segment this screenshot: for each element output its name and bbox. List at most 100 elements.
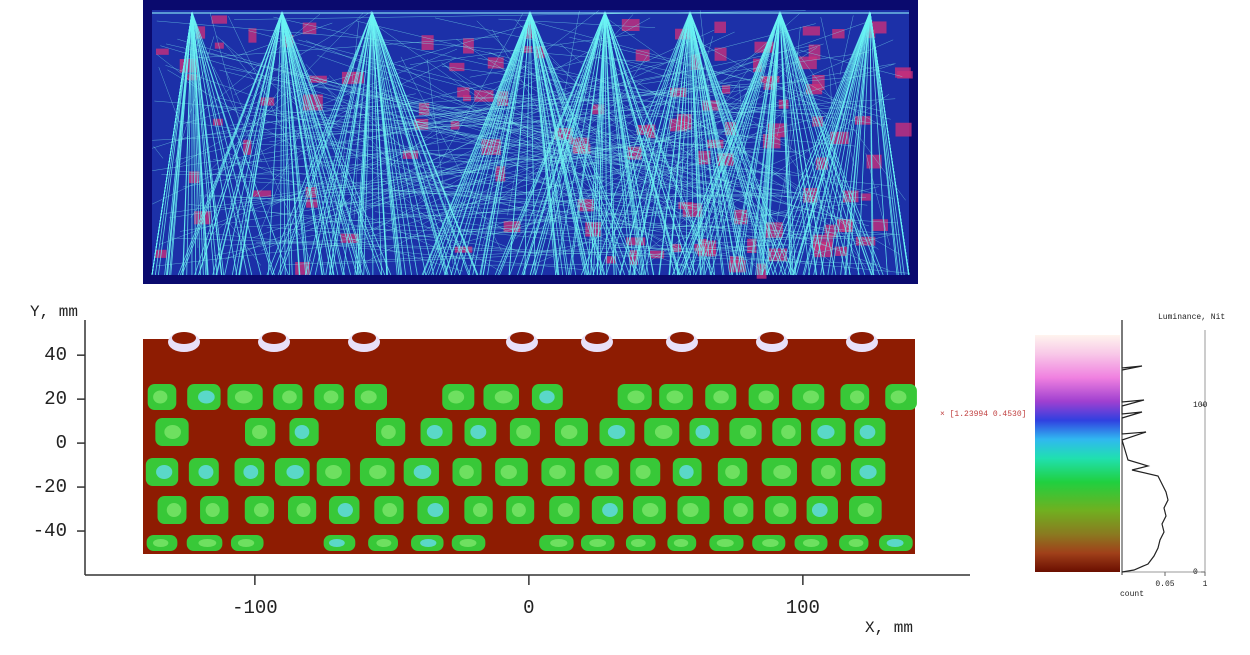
luminance-blob-core (282, 390, 297, 404)
ray (371, 144, 688, 184)
ray (203, 74, 877, 136)
ray (276, 98, 896, 138)
emitter-spot (802, 26, 820, 36)
ray (557, 10, 580, 134)
ray (226, 151, 462, 260)
emitter-spot (302, 22, 317, 35)
ray (355, 23, 816, 144)
ray (686, 34, 828, 114)
ray (454, 114, 789, 216)
ray (242, 178, 549, 204)
ray (498, 18, 656, 28)
ray (169, 129, 735, 219)
ray (604, 11, 697, 276)
ray (225, 67, 780, 176)
emitter-spot (754, 41, 774, 53)
ray (267, 11, 283, 276)
ray (613, 182, 642, 234)
ray (504, 22, 531, 128)
luminance-blob-core (153, 539, 169, 547)
luminance-blob-core (642, 503, 659, 517)
luminance-blob-core (859, 465, 877, 479)
emitter-spot (621, 19, 640, 31)
ray (191, 11, 204, 276)
luminance-blob-core (337, 503, 353, 517)
luminance-blob-core (252, 425, 268, 439)
luminance-blob-core (740, 425, 757, 439)
ray (529, 11, 590, 276)
emitter-spot (696, 246, 716, 255)
luminance-blob-core (253, 503, 269, 517)
ray (409, 208, 520, 253)
ray (267, 187, 340, 205)
emitter-spot (714, 21, 726, 34)
ray (152, 75, 773, 171)
luminance-blob-core (733, 503, 748, 517)
ray (325, 192, 765, 198)
y-axis-label: Y, mm (30, 303, 78, 321)
ray (331, 11, 373, 276)
ray (604, 11, 608, 276)
ray (488, 51, 833, 227)
emitter-spot (636, 124, 652, 135)
ray (343, 152, 720, 211)
luminance-blob-core (773, 465, 791, 479)
emitter-spot (729, 256, 744, 265)
ray (492, 145, 770, 215)
ray (287, 93, 509, 233)
ray (170, 11, 193, 276)
ray (156, 54, 206, 93)
emitter-spot (724, 121, 736, 136)
ray (178, 56, 602, 160)
luminance-blob-core (682, 503, 699, 517)
ray (181, 24, 528, 125)
ray (758, 11, 781, 276)
y-tick-label: -20 (33, 476, 67, 498)
luminance-blob-core (802, 390, 819, 404)
ray (176, 170, 901, 236)
luminance-blob-core (494, 390, 513, 404)
luminance-blob-core (381, 425, 396, 439)
ray (281, 11, 332, 276)
ray (761, 11, 871, 276)
luminance-blob-core (886, 539, 904, 547)
emitter-spot (309, 75, 327, 83)
ray (499, 88, 511, 91)
ray (281, 11, 339, 276)
emitter-spot (402, 150, 419, 159)
ray (669, 97, 711, 210)
ray-trace-image (143, 0, 918, 284)
luminance-blob-core (237, 539, 255, 547)
ray (271, 212, 552, 257)
ray (644, 11, 691, 276)
ray (234, 10, 806, 20)
emitter-spot (252, 190, 272, 197)
ray (329, 75, 445, 190)
emitter-spot (497, 91, 509, 107)
ray (255, 242, 880, 265)
ray (161, 172, 482, 176)
histogram (1121, 320, 1169, 573)
ray (529, 11, 577, 276)
luminance-blob-core (857, 503, 874, 517)
emitter-spot (462, 95, 472, 102)
y-tick-label: -40 (33, 520, 67, 542)
emitter-spot (753, 58, 762, 72)
ray (484, 211, 668, 224)
ray (174, 77, 330, 169)
ray (185, 36, 499, 59)
ray (248, 67, 289, 103)
ray (779, 11, 810, 276)
ray (598, 179, 703, 223)
ray (636, 144, 703, 197)
ray (738, 11, 781, 276)
luminance-blob-core (369, 465, 387, 479)
luminance-blob-core (516, 425, 532, 439)
ray (222, 40, 339, 184)
luminance-blob-core (666, 390, 684, 404)
ray (653, 227, 843, 237)
emitter-spot (629, 250, 638, 266)
ray (597, 11, 606, 276)
ray (356, 11, 373, 276)
ray (799, 50, 903, 77)
